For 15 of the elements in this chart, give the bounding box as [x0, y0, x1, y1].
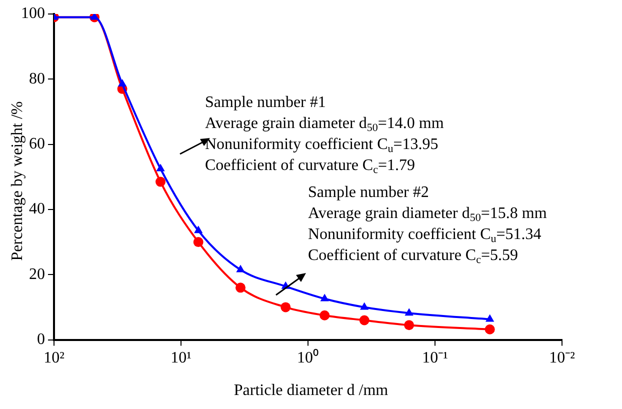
x-tick-label: 10¹ — [170, 350, 192, 367]
x-tick-label: 10⁻¹ — [422, 350, 448, 367]
text: Sample number #2 Average grain diameter d$_{50}$=15.8 mm Nonuniformity coefficient C$_{u}$=51.34 Coefficient of curvature C$_{c}$=5.59 — [308, 184, 547, 266]
x-tick-label: 10⁻² — [549, 350, 576, 367]
y-tick-label: 60 — [29, 136, 45, 153]
x-tick-label: 10² — [44, 350, 65, 367]
text: Sample number #1 Average grain diameter d$_{50}$=14.0 mm Nonuniformity coefficient C$_{u}$=13.95 Coefficient of curvature C$_{c}$=1.79 — [205, 94, 444, 176]
y-tick-label: 20 — [29, 266, 45, 283]
y-axis-title: Percentage by weight /% — [9, 100, 27, 263]
x-tick-label: 10⁰ — [297, 348, 319, 367]
y-tick-label: 0 — [37, 331, 45, 348]
x-axis-title: Particle diameter d /mm — [232, 382, 390, 400]
y-tick-label: 40 — [29, 200, 45, 218]
y-tick-label: 80 — [29, 70, 45, 88]
y-tick-label: 100 — [21, 5, 45, 22]
